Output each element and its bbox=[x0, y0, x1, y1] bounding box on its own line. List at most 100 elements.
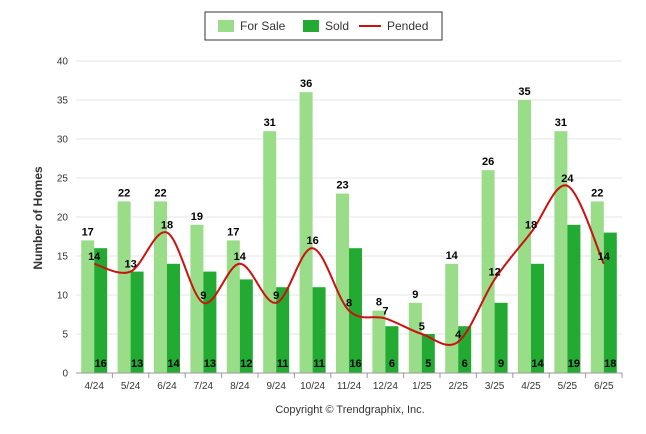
data-label-sold: 16 bbox=[349, 358, 361, 370]
data-label-pended: 7 bbox=[382, 305, 388, 317]
bar-sold bbox=[421, 334, 435, 373]
y-tick-label: 20 bbox=[57, 213, 69, 224]
x-tick-label: 7/24 bbox=[194, 381, 214, 392]
data-label-for-sale: 36 bbox=[300, 78, 312, 90]
pended-line bbox=[93, 184, 605, 346]
y-tick-label: 30 bbox=[57, 135, 69, 146]
data-label-for-sale: 22 bbox=[118, 187, 130, 199]
y-axis-label: Number of Homes bbox=[31, 166, 45, 270]
data-label-sold: 16 bbox=[95, 358, 107, 370]
bar-sold bbox=[385, 326, 399, 373]
y-axis-ticks: 0 5 10 15 20 25 30 35 40 bbox=[57, 57, 69, 380]
bar-for-sale bbox=[590, 201, 604, 373]
data-label-pended: 8 bbox=[346, 298, 352, 310]
x-tick-label: 10/24 bbox=[300, 381, 325, 392]
data-label-sold: 11 bbox=[313, 358, 325, 370]
data-label-for-sale: 22 bbox=[154, 187, 166, 199]
x-tick-label: 1/25 bbox=[412, 381, 432, 392]
legend-swatch-for-sale bbox=[218, 20, 234, 32]
pended-series-line bbox=[93, 184, 605, 346]
bar-sold bbox=[567, 224, 581, 373]
data-label-for-sale: 17 bbox=[82, 226, 94, 238]
legend: For Sale Sold Pended bbox=[204, 11, 443, 41]
legend-label-for-sale: For Sale bbox=[240, 19, 286, 33]
data-label-pended: 16 bbox=[306, 235, 318, 247]
bar-for-sale bbox=[154, 201, 167, 373]
y-tick-label: 5 bbox=[62, 330, 68, 341]
legend-label-sold: Sold bbox=[325, 19, 349, 33]
x-tick-label: 5/25 bbox=[558, 381, 578, 392]
x-tick-label: 8/24 bbox=[230, 381, 250, 392]
bar-sold bbox=[603, 232, 617, 373]
bar-sold bbox=[494, 302, 508, 373]
data-label-pended: 13 bbox=[124, 259, 136, 271]
data-label-pended: 18 bbox=[161, 220, 173, 232]
data-label-pended: 4 bbox=[455, 329, 462, 341]
legend-swatch-sold bbox=[303, 20, 319, 32]
x-tick-label: 3/25 bbox=[485, 381, 505, 392]
y-tick-label: 10 bbox=[57, 291, 69, 302]
data-label-sold: 14 bbox=[167, 358, 180, 370]
data-label-for-sale: 8 bbox=[376, 297, 382, 309]
bar-for-sale bbox=[408, 302, 422, 373]
data-label-sold: 18 bbox=[604, 358, 616, 370]
bar-for-sale bbox=[81, 240, 95, 373]
x-tick-label: 4/25 bbox=[521, 381, 541, 392]
y-tick-label: 40 bbox=[57, 57, 69, 68]
data-labels: 17 16 22 13 22 14 19 13 17 12 31 11 36 11 23 16 8 6 9 5 14 6 2… bbox=[82, 78, 617, 370]
data-label-sold: 12 bbox=[240, 358, 252, 370]
legend-label-pended: Pended bbox=[387, 19, 428, 33]
bar-sold bbox=[531, 263, 544, 373]
data-label-pended: 14 bbox=[234, 251, 247, 263]
x-tick-label: 4/24 bbox=[84, 381, 104, 392]
x-tick-label: 9/24 bbox=[266, 381, 286, 392]
bar-for-sale bbox=[518, 100, 531, 373]
data-label-for-sale: 26 bbox=[482, 156, 494, 168]
x-tick-label: 6/24 bbox=[157, 381, 177, 392]
x-tick-label: 5/24 bbox=[121, 381, 141, 392]
x-tick-label: 2/25 bbox=[448, 381, 468, 392]
copyright-text: Copyright © Trendgraphix, Inc. bbox=[275, 404, 424, 416]
data-label-sold: 6 bbox=[462, 358, 468, 370]
bar-for-sale bbox=[372, 310, 386, 373]
data-label-sold: 6 bbox=[389, 358, 395, 370]
data-label-for-sale: 31 bbox=[555, 117, 567, 129]
x-tick-label: 11/24 bbox=[337, 381, 362, 392]
data-label-sold: 14 bbox=[531, 358, 544, 370]
bar-for-sale bbox=[336, 193, 349, 373]
bar-sold bbox=[312, 287, 326, 373]
data-label-for-sale: 31 bbox=[264, 117, 276, 129]
bar-sold bbox=[239, 279, 253, 373]
bar-for-sale bbox=[190, 224, 204, 373]
data-label-sold: 5 bbox=[425, 358, 431, 370]
bar-for-sale bbox=[117, 201, 131, 373]
data-label-pended: 5 bbox=[419, 321, 425, 333]
bar-for-sale bbox=[299, 92, 313, 373]
bar-sold bbox=[349, 248, 362, 373]
data-label-for-sale: 17 bbox=[227, 226, 239, 238]
y-tick-label: 0 bbox=[62, 369, 68, 380]
data-label-pended: 24 bbox=[561, 173, 574, 185]
data-label-sold: 13 bbox=[131, 358, 143, 370]
data-label-sold: 11 bbox=[277, 358, 289, 370]
bar-for-sale bbox=[445, 263, 459, 373]
x-axis-ticks: 4/24 5/24 6/24 7/24 8/24 9/24 10/24 11/24 12/24 1… bbox=[84, 373, 623, 392]
data-label-for-sale: 14 bbox=[446, 250, 459, 262]
bar-for-sale bbox=[263, 131, 277, 373]
bar-sold bbox=[167, 263, 180, 373]
bar-for-sale bbox=[226, 240, 240, 373]
data-label-pended: 18 bbox=[525, 220, 537, 232]
y-tick-label: 15 bbox=[57, 252, 69, 263]
data-label-for-sale: 9 bbox=[412, 289, 418, 301]
bar-sold bbox=[276, 287, 290, 373]
bar-for-sale bbox=[554, 131, 568, 373]
data-label-pended: 14 bbox=[88, 251, 101, 263]
y-tick-label: 25 bbox=[57, 174, 69, 185]
bar-sold bbox=[130, 271, 144, 373]
x-tick-label: 6/25 bbox=[594, 381, 614, 392]
bar-for-sale bbox=[481, 170, 495, 373]
data-label-pended: 9 bbox=[200, 290, 206, 302]
x-tick-label: 12/24 bbox=[373, 381, 398, 392]
data-label-pended: 9 bbox=[273, 290, 279, 302]
data-label-sold: 9 bbox=[498, 358, 504, 370]
